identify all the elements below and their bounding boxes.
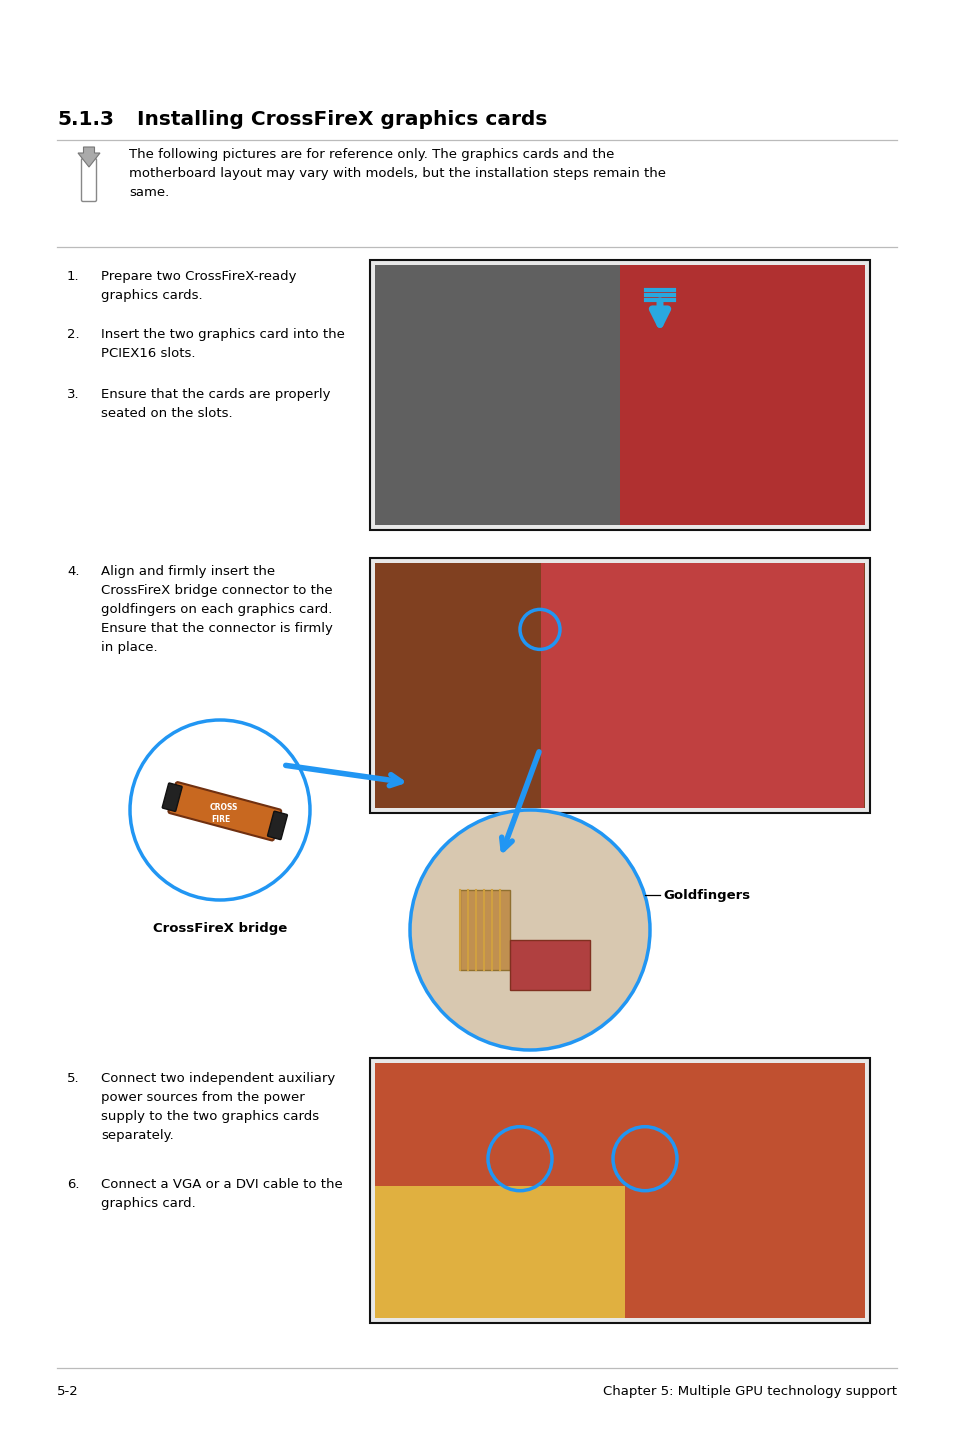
Bar (375, 564, 864, 808)
Circle shape (410, 810, 649, 1050)
Text: 2.: 2. (67, 328, 79, 341)
Bar (370, 558, 869, 812)
Text: CrossFireX bridge: CrossFireX bridge (152, 922, 287, 935)
Bar (370, 1058, 869, 1323)
FancyBboxPatch shape (162, 784, 182, 811)
Bar (510, 940, 589, 989)
Text: Prepare two CrossFireX-ready
graphics cards.: Prepare two CrossFireX-ready graphics ca… (101, 270, 296, 302)
Bar (370, 260, 869, 531)
Text: 3.: 3. (67, 388, 79, 401)
Text: CROSS: CROSS (210, 804, 237, 812)
Bar (375, 265, 624, 525)
Circle shape (130, 720, 310, 900)
Text: 4.: 4. (67, 565, 79, 578)
FancyArrow shape (78, 147, 100, 167)
Text: 1.: 1. (67, 270, 79, 283)
Text: Ensure that the cards are properly
seated on the slots.: Ensure that the cards are properly seate… (101, 388, 330, 420)
Text: 6.: 6. (67, 1178, 79, 1191)
Text: 5.1.3: 5.1.3 (57, 109, 113, 129)
Text: Goldfingers: Goldfingers (662, 889, 749, 902)
FancyBboxPatch shape (169, 782, 281, 840)
FancyBboxPatch shape (81, 158, 96, 201)
Bar (540, 564, 863, 808)
Text: FIRE: FIRE (211, 815, 230, 824)
Text: Insert the two graphics card into the
PCIEX16 slots.: Insert the two graphics card into the PC… (101, 328, 345, 360)
Bar (459, 890, 510, 971)
Bar (619, 265, 864, 525)
Text: 5-2: 5-2 (57, 1385, 79, 1398)
Text: 5.: 5. (67, 1071, 79, 1086)
Text: Connect two independent auxiliary
power sources from the power
supply to the two: Connect two independent auxiliary power … (101, 1071, 335, 1142)
Bar (375, 265, 864, 525)
FancyBboxPatch shape (267, 811, 287, 840)
Text: Installing CrossFireX graphics cards: Installing CrossFireX graphics cards (137, 109, 547, 129)
Bar (375, 1186, 624, 1319)
Text: Align and firmly insert the
CrossFireX bridge connector to the
goldfingers on ea: Align and firmly insert the CrossFireX b… (101, 565, 333, 654)
Text: Chapter 5: Multiple GPU technology support: Chapter 5: Multiple GPU technology suppo… (602, 1385, 896, 1398)
Text: The following pictures are for reference only. The graphics cards and the
mother: The following pictures are for reference… (129, 148, 665, 198)
Bar (375, 1063, 864, 1319)
Text: Connect a VGA or a DVI cable to the
graphics card.: Connect a VGA or a DVI cable to the grap… (101, 1178, 342, 1209)
